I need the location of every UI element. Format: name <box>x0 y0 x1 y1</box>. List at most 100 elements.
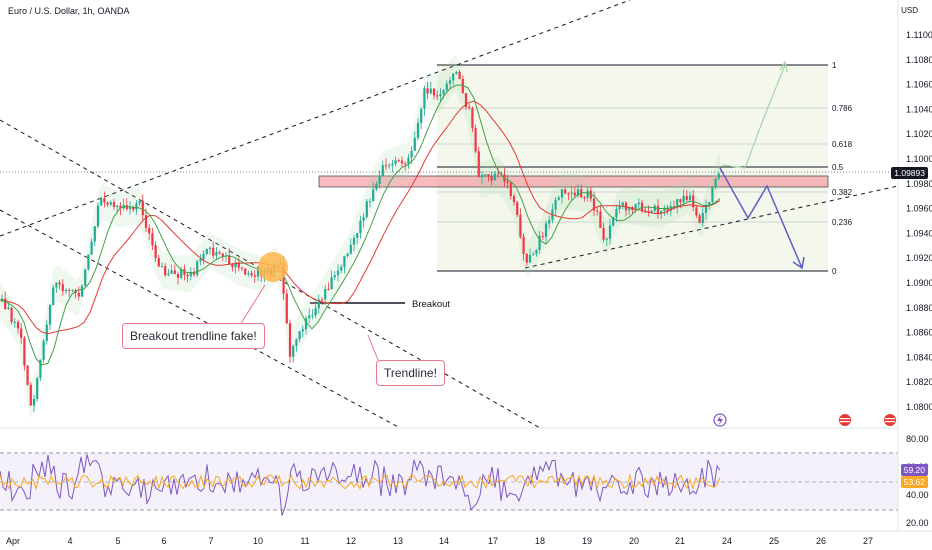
candle-body <box>244 268 247 275</box>
symbol-header: Euro / U.S. Dollar, 1h, OANDA <box>8 6 130 16</box>
candle-body <box>292 345 295 357</box>
candle-body <box>4 298 7 309</box>
current-price-tag: 1.09893 <box>891 167 928 179</box>
candle-body <box>650 210 653 213</box>
candle-body <box>442 90 445 95</box>
candle-body <box>416 122 420 138</box>
moving-average-red <box>0 100 721 335</box>
candle-body <box>176 274 180 278</box>
candle-body <box>359 220 362 234</box>
price-tick-label: 1.08200 <box>906 377 932 387</box>
candle-body <box>688 195 692 200</box>
candle-body <box>509 182 512 197</box>
candle-body <box>68 289 71 291</box>
candle-body <box>624 202 628 211</box>
candle-body <box>103 198 106 203</box>
candle-body <box>384 165 388 167</box>
lightning-event-icon[interactable] <box>713 413 727 427</box>
candle-body <box>215 252 218 256</box>
bullish-projection-path[interactable] <box>721 64 786 169</box>
candle-body <box>109 202 112 205</box>
candle-body <box>301 329 304 332</box>
candle-body <box>234 262 237 268</box>
candle-body <box>199 259 202 262</box>
candle-body <box>474 128 477 152</box>
price-tick-label: 1.08600 <box>906 328 932 338</box>
fakeout-highlight-circle[interactable] <box>258 252 288 282</box>
candle-body <box>36 378 39 400</box>
candle-body <box>714 178 717 188</box>
candle-body <box>112 202 116 207</box>
candle-body <box>564 189 567 194</box>
candle-body <box>106 202 109 205</box>
price-tick-label: 1.11000 <box>906 30 932 40</box>
candle-body <box>61 284 64 292</box>
fake-callout-pointer <box>239 284 266 326</box>
candle-body <box>461 79 464 94</box>
price-tick-label: 1.10800 <box>906 55 932 65</box>
rsi-tick-label: 40.00 <box>906 490 929 500</box>
price-tick-label: 1.08000 <box>906 402 932 412</box>
candle-body <box>84 269 87 286</box>
downtrend-line-lower[interactable] <box>0 209 401 429</box>
candle-body <box>231 264 234 268</box>
candle-body <box>634 204 637 211</box>
candle-body <box>247 273 250 275</box>
candle-body <box>669 206 672 211</box>
candle-body <box>698 215 701 224</box>
candle-body <box>717 173 720 179</box>
trendline-callout[interactable]: Trendline! <box>376 360 445 386</box>
candle-body <box>77 292 80 297</box>
bearish-projection-path[interactable] <box>719 167 803 269</box>
us-flag-event-icon-2[interactable] <box>884 414 896 426</box>
candle-body <box>445 83 448 91</box>
candle-body <box>148 227 151 234</box>
candle-body <box>388 165 391 167</box>
candle-body <box>29 384 32 406</box>
time-tick-label: 21 <box>675 536 685 546</box>
candle-body <box>349 244 352 254</box>
time-tick-label: 10 <box>253 536 263 546</box>
price-tick-label: 1.09600 <box>906 204 932 214</box>
rsi-value-tag: 59.20 <box>900 464 928 476</box>
candle-body <box>516 202 519 215</box>
candle-body <box>660 210 663 214</box>
channel-upper-line[interactable] <box>0 0 631 237</box>
candle-body <box>228 255 231 265</box>
candle-body <box>20 328 23 338</box>
candle-body <box>311 315 314 317</box>
rsi-ma-line <box>0 473 721 491</box>
fib-box[interactable] <box>437 65 828 271</box>
candle-body <box>554 199 557 210</box>
candle-body <box>548 220 551 224</box>
candle-body <box>304 318 308 330</box>
candle-body <box>71 290 74 292</box>
price-tick-label: 1.09200 <box>906 253 932 263</box>
candle-body <box>429 88 432 94</box>
candle-body <box>372 189 375 202</box>
candle-body <box>663 207 666 211</box>
candle-body <box>426 88 429 94</box>
fake-breakout-callout[interactable]: Breakout trendline fake! <box>122 323 265 349</box>
candle-body <box>26 365 29 385</box>
candle-body <box>368 201 372 203</box>
us-flag-event-icon[interactable] <box>839 414 851 426</box>
price-tick-label: 1.08800 <box>906 303 932 313</box>
candle-body <box>560 189 564 198</box>
candle-body <box>567 193 570 195</box>
candle-body <box>666 207 669 211</box>
candle-body <box>10 307 13 323</box>
bullish-arrow-head <box>779 60 788 73</box>
candle-body <box>221 253 224 257</box>
candle-body <box>164 266 167 276</box>
candle-body <box>55 282 58 288</box>
resistance-zone[interactable] <box>318 175 829 188</box>
candle-body <box>298 331 301 340</box>
candle-body <box>135 203 138 210</box>
candle-body <box>432 88 436 96</box>
candle-body <box>186 274 189 277</box>
price-tick-label: 1.09400 <box>906 228 932 238</box>
candle-body <box>330 277 333 290</box>
rsi-tick-label: 80.00 <box>906 434 929 444</box>
